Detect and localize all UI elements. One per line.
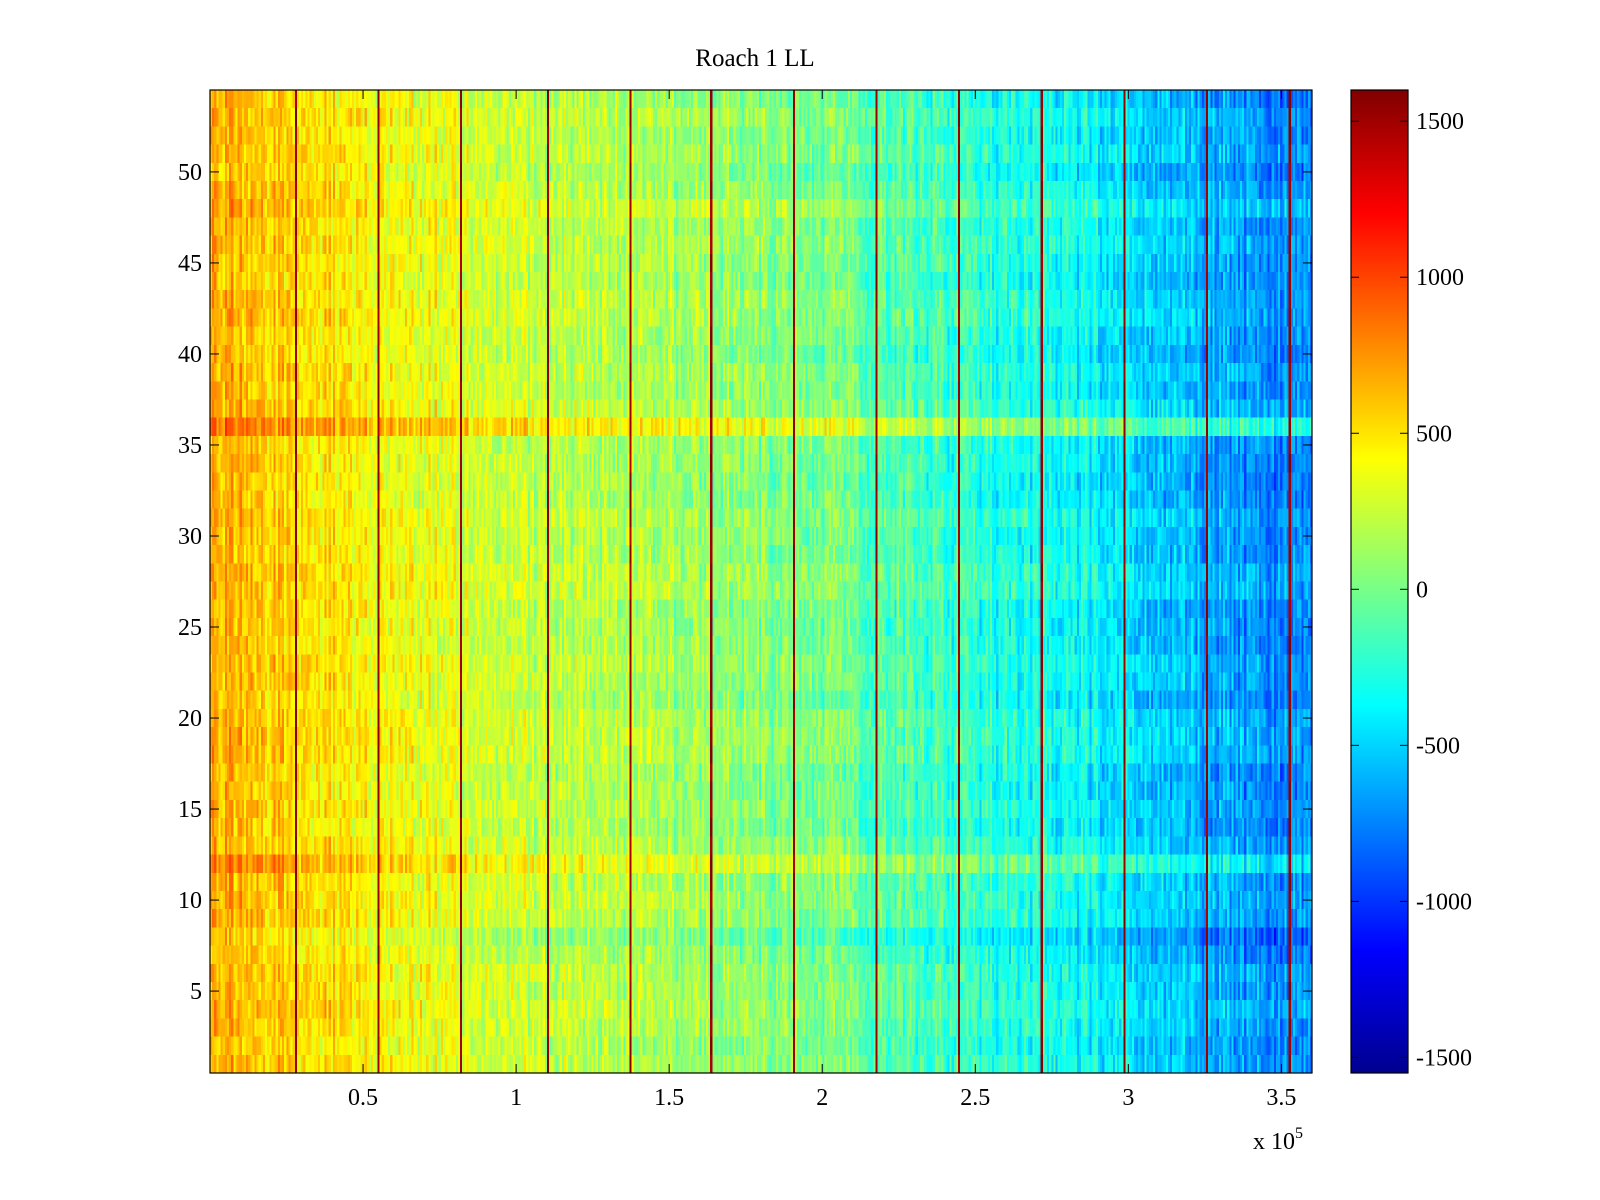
x-multiplier: x 105 (1253, 1125, 1303, 1155)
y-tick-label: 10 (178, 888, 202, 914)
y-tick-label: 30 (178, 524, 202, 550)
y-tick-label: 5 (190, 979, 202, 1005)
colorbar-tick-label: 500 (1416, 421, 1452, 447)
colorbar-tick-label: -1500 (1416, 1045, 1472, 1071)
x-tick-label: 2 (816, 1085, 828, 1111)
colorbar-tick-label: -1000 (1416, 889, 1472, 915)
colorbar-tick-label: -500 (1416, 733, 1460, 759)
x-multiplier-exponent: 5 (1295, 1125, 1303, 1142)
x-tick-label: 1 (510, 1085, 522, 1111)
colorbar-tick-label: 1500 (1416, 109, 1464, 135)
y-axis-ticks: 5 10 15 20 25 30 35 40 45 50 (178, 160, 1312, 1005)
colorbar-tick-label: 0 (1416, 577, 1428, 603)
colorbar-ticks: 1500 1000 500 0 -500 -1000 -1500 (1351, 109, 1472, 1071)
heatmap-cells (210, 90, 1312, 1073)
y-tick-label: 15 (178, 797, 202, 823)
x-tick-label: 0.5 (348, 1085, 378, 1111)
x-tick-label: 2.5 (960, 1085, 990, 1111)
x-tick-label: 3.5 (1266, 1085, 1296, 1111)
colorbar-tick-label: 1000 (1416, 265, 1464, 291)
x-multiplier-base: x 10 (1253, 1129, 1295, 1155)
y-tick-label: 20 (178, 706, 202, 732)
chart-title: Roach 1 LL (695, 45, 814, 72)
plot-frame (209, 89, 1313, 1074)
colorbar (1350, 89, 1409, 1074)
x-tick-label: 3 (1122, 1085, 1134, 1111)
y-tick-label: 45 (178, 251, 202, 277)
y-tick-label: 50 (178, 160, 202, 186)
y-tick-label: 25 (178, 615, 202, 641)
x-tick-label: 1.5 (654, 1085, 684, 1111)
y-tick-label: 35 (178, 433, 202, 459)
x-axis-ticks: 0.5 1 1.5 2 2.5 3 3.5 (348, 90, 1296, 1111)
y-tick-label: 40 (178, 342, 202, 368)
